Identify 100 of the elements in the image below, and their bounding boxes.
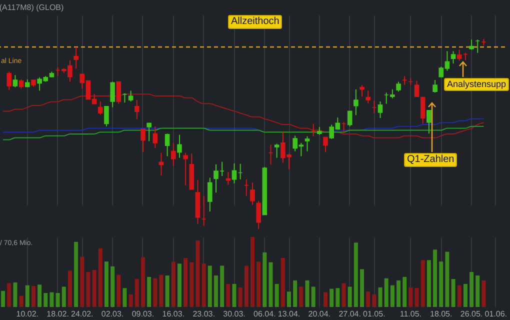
bar bbox=[262, 252, 267, 307]
bar bbox=[220, 266, 224, 307]
bar bbox=[31, 286, 36, 307]
candlestick bbox=[232, 162, 237, 184]
chart-title: (A117M8) (GLOB) bbox=[0, 3, 64, 12]
bar bbox=[62, 286, 66, 307]
candlestick bbox=[414, 80, 420, 98]
bar bbox=[402, 276, 407, 307]
candlestick bbox=[104, 106, 109, 127]
annotation: Analystensupp bbox=[444, 78, 509, 91]
bar bbox=[476, 276, 480, 307]
candlestick bbox=[396, 81, 401, 92]
x-tick-label: 20.04. bbox=[308, 310, 331, 318]
candlestick bbox=[6, 71, 12, 90]
bar bbox=[408, 287, 413, 307]
candlestick bbox=[164, 133, 170, 157]
bar bbox=[244, 266, 248, 307]
bar bbox=[366, 292, 370, 307]
bar bbox=[250, 237, 254, 307]
bar bbox=[354, 242, 358, 307]
bar bbox=[153, 278, 158, 307]
candlestick bbox=[456, 49, 462, 62]
candlestick bbox=[366, 90, 370, 104]
x-tick-label: 13.04. bbox=[278, 310, 300, 318]
bar bbox=[13, 282, 18, 307]
candlestick bbox=[208, 177, 212, 212]
bar bbox=[384, 278, 388, 307]
bar bbox=[165, 276, 170, 307]
bar bbox=[171, 262, 176, 307]
candlestick bbox=[98, 101, 103, 116]
bar bbox=[25, 285, 30, 307]
candlestick bbox=[158, 152, 164, 176]
x-tick-label: 10.02. bbox=[16, 310, 39, 318]
candlestick bbox=[354, 88, 358, 116]
candlestick bbox=[250, 182, 255, 206]
candlestick bbox=[360, 84, 364, 98]
bar bbox=[268, 262, 273, 307]
candlestick bbox=[152, 126, 158, 148]
bar bbox=[80, 256, 84, 307]
bar bbox=[457, 285, 462, 307]
x-tick-label: 18.05. bbox=[430, 310, 452, 318]
candlestick bbox=[134, 99, 140, 120]
x-tick-label: 26.05. bbox=[460, 310, 483, 318]
bar bbox=[482, 280, 486, 307]
x-tick-label: 11.05. bbox=[400, 310, 422, 318]
bar bbox=[390, 285, 394, 307]
candlestick bbox=[183, 152, 188, 186]
x-tick-label: 01.06. bbox=[484, 310, 507, 318]
bar bbox=[140, 257, 145, 307]
bar bbox=[342, 283, 346, 307]
bar bbox=[451, 279, 456, 307]
bar bbox=[56, 293, 60, 307]
candlestick bbox=[347, 110, 352, 127]
candlestick bbox=[450, 50, 456, 64]
candlestick bbox=[177, 134, 182, 158]
candlestick bbox=[226, 172, 231, 186]
bar bbox=[420, 260, 425, 307]
bar bbox=[202, 264, 206, 307]
bar bbox=[122, 288, 127, 307]
bar bbox=[305, 280, 310, 307]
bar bbox=[378, 287, 382, 307]
x-tick-label: 16.03. bbox=[162, 310, 185, 318]
bar bbox=[159, 274, 164, 307]
bar bbox=[196, 240, 200, 307]
bar bbox=[92, 270, 96, 307]
bar bbox=[426, 260, 431, 307]
bar bbox=[256, 262, 261, 307]
bar bbox=[110, 266, 115, 307]
candlestick bbox=[171, 142, 176, 167]
bar bbox=[414, 288, 419, 307]
bar bbox=[7, 283, 12, 307]
x-tick-label: 24.02. bbox=[71, 310, 94, 318]
bar bbox=[184, 258, 188, 307]
x-tick-label: 01.05. bbox=[363, 310, 386, 318]
annotation: Q1-Zahlen bbox=[404, 153, 458, 167]
bar bbox=[463, 284, 468, 307]
candlestick bbox=[146, 122, 152, 142]
candlestick bbox=[12, 74, 18, 88]
bar bbox=[439, 262, 444, 307]
bar bbox=[190, 262, 194, 307]
bar bbox=[98, 248, 102, 307]
bar bbox=[226, 284, 230, 307]
bar bbox=[232, 284, 236, 307]
bar bbox=[372, 294, 376, 307]
candlestick bbox=[420, 96, 426, 124]
bar bbox=[116, 274, 121, 307]
bar bbox=[274, 284, 279, 307]
bar bbox=[50, 292, 54, 307]
bar bbox=[299, 286, 304, 307]
bar bbox=[330, 288, 334, 307]
candlestick bbox=[140, 128, 146, 153]
candlestick bbox=[128, 90, 134, 102]
bar bbox=[177, 264, 182, 307]
candlestick bbox=[378, 101, 383, 119]
bar bbox=[287, 292, 292, 307]
candlestick bbox=[74, 46, 78, 69]
candlestick bbox=[304, 136, 310, 152]
bar bbox=[44, 293, 48, 307]
candlestick bbox=[256, 200, 261, 230]
bar bbox=[68, 270, 72, 307]
